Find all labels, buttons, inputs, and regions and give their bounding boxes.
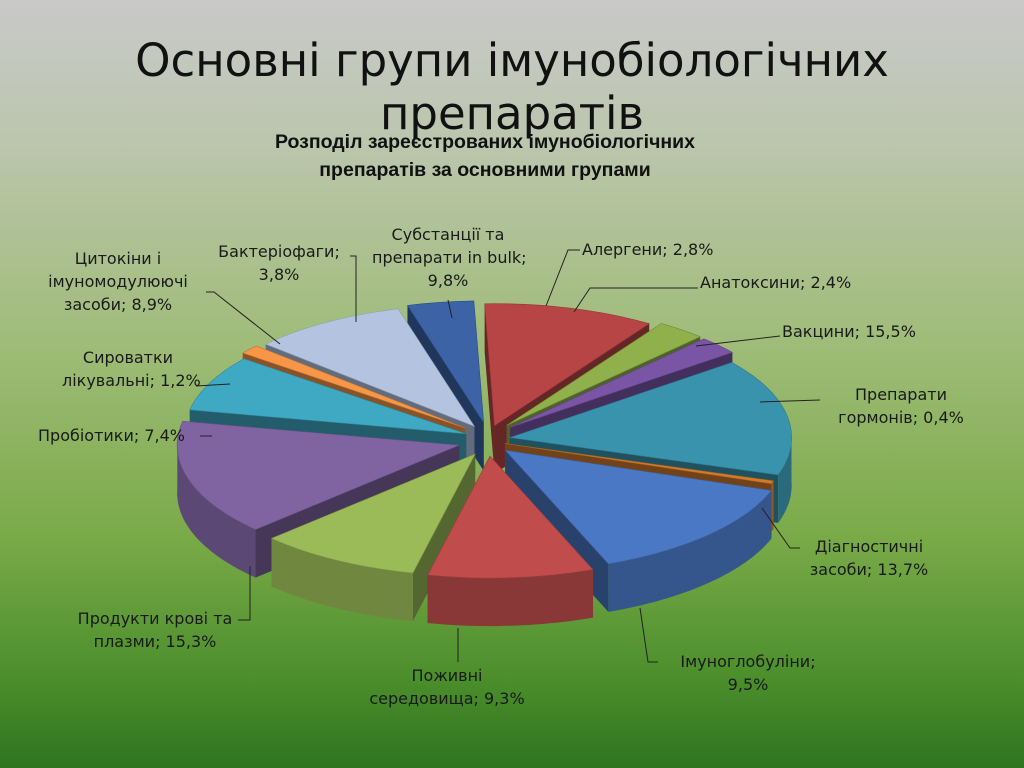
slice-9-top xyxy=(189,358,467,435)
slide-title: Основні групи імунобіологічних препараті… xyxy=(135,34,889,140)
slice-7-rim xyxy=(271,538,413,621)
leader-line-0 xyxy=(447,299,453,319)
slice-11-top xyxy=(264,308,476,427)
label-substances: Субстанції та препарати in bulk; 9,8% xyxy=(372,225,527,290)
slice-7-top xyxy=(270,453,476,574)
slice-4-top xyxy=(505,443,775,485)
slice-3-rim xyxy=(778,433,792,523)
leader-line-4 xyxy=(759,399,821,403)
label-immunoglobulins: Імуноглобуліни; 9,5% xyxy=(680,652,816,694)
slice-0-wall-0 xyxy=(484,303,495,474)
label-blood-products: Продукти крові та плазми; 15,3% xyxy=(77,609,233,651)
slice-0-top xyxy=(484,303,650,427)
leader-line-12 xyxy=(350,255,357,322)
slice-10-top xyxy=(241,345,466,429)
leader-line-11 xyxy=(206,291,281,345)
leader-line-10 xyxy=(195,383,231,387)
slice-3-top xyxy=(509,362,792,476)
leader-line-2 xyxy=(573,287,698,313)
pie-top-layer xyxy=(176,300,792,579)
slice-5-rim xyxy=(608,490,772,612)
label-sera: Сироватки лікувальні; 1,2% xyxy=(62,348,201,390)
leader-line-5 xyxy=(761,507,800,549)
slice-5-top xyxy=(504,449,773,565)
leader-line-3 xyxy=(695,335,781,347)
label-probiotics: Пробіотики; 7,4% xyxy=(38,426,185,445)
leader-line-1 xyxy=(545,249,580,307)
chart-title-line-1: Розподіл зареєстрованих імунобіологічних xyxy=(274,131,696,153)
label-diagnostics: Діагностичні засоби; 13,7% xyxy=(809,537,929,579)
leader-line-8 xyxy=(238,566,251,621)
label-nutrient-media: Поживні середовища; 9,3% xyxy=(369,666,525,708)
label-cytokines: Цитокіни і імуномодулюючі засоби; 8,9% xyxy=(48,249,188,314)
slice-6-rim xyxy=(427,569,593,627)
slice-8-top xyxy=(176,420,460,530)
slice-4-rim xyxy=(771,480,774,532)
label-allergens: Алергени; 2,8% xyxy=(582,240,714,259)
label-hormones: Препарати гормонів; 0,4% xyxy=(838,385,964,427)
slice-2-top xyxy=(510,338,734,428)
leader-line-6 xyxy=(639,607,658,663)
slice-6-top xyxy=(427,455,594,579)
slice-12-top xyxy=(406,300,484,424)
leader-lines xyxy=(195,249,821,663)
chart-title-line-2: препаратів за основними групами xyxy=(319,159,651,181)
slice-8-rim xyxy=(177,441,256,578)
label-vaccines: Вакцини; 15,5% xyxy=(782,322,916,341)
chart-title: Розподіл зареєстрованих імунобіологічних… xyxy=(200,128,770,184)
label-bacteriophages: Бактеріофаги; 3,8% xyxy=(218,242,340,284)
slice-1-top xyxy=(506,323,701,426)
label-anatoxins: Анатоксини; 2,4% xyxy=(700,273,852,292)
